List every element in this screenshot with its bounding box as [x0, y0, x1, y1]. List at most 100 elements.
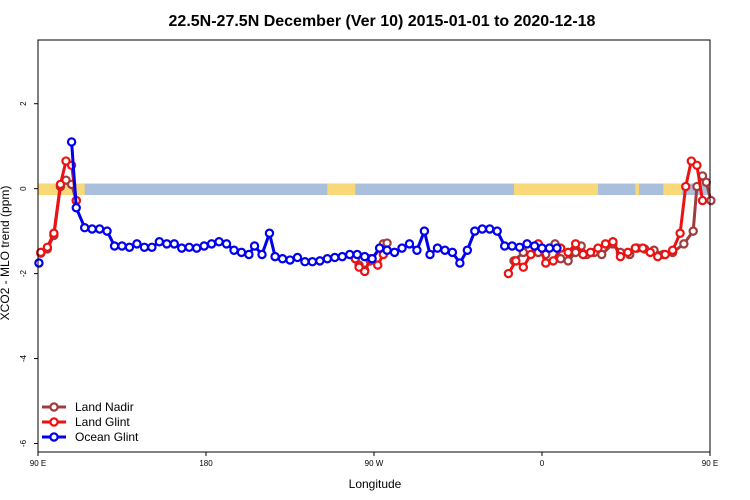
data-point — [477, 224, 487, 234]
data-point — [177, 243, 187, 253]
data-point — [277, 254, 288, 264]
data-point — [697, 195, 708, 206]
data-point — [615, 251, 626, 262]
data-point — [570, 239, 581, 249]
data-point — [36, 247, 46, 258]
data-point — [71, 203, 81, 213]
data-point — [518, 262, 529, 272]
data-point — [507, 241, 517, 251]
data-point — [541, 258, 551, 268]
x-tick-label: 180 — [199, 459, 213, 468]
land-segment — [514, 183, 598, 196]
data-point — [585, 247, 596, 258]
data-point — [206, 239, 217, 249]
x-tick-label: 90 E — [702, 459, 718, 468]
data-point — [492, 226, 502, 236]
data-point — [447, 247, 458, 258]
data-point — [529, 241, 540, 251]
data-point — [382, 238, 392, 248]
data-point — [548, 256, 558, 266]
x-axis-label: Longitude — [349, 477, 402, 491]
data-point — [322, 254, 333, 264]
data-point — [109, 241, 120, 251]
data-point — [503, 268, 514, 279]
series-layer — [34, 137, 716, 279]
data-point — [552, 243, 562, 253]
data-point — [563, 247, 573, 258]
data-point — [623, 247, 633, 258]
data-point — [257, 249, 267, 260]
data-point — [124, 242, 135, 252]
data-point — [117, 241, 127, 251]
land-ocean-band — [38, 183, 710, 196]
data-point — [653, 251, 663, 262]
legend-item: Land Glint — [42, 415, 130, 429]
data-point — [162, 239, 172, 249]
data-point — [397, 243, 407, 253]
data-point — [79, 223, 90, 233]
land-segment — [327, 183, 356, 196]
data-point — [667, 245, 678, 255]
data-point — [264, 228, 275, 238]
data-point — [244, 249, 254, 260]
data-point — [537, 243, 547, 253]
data-point — [660, 249, 670, 260]
data-point — [608, 237, 618, 247]
data-point — [42, 242, 53, 252]
y-tick-label: 0 — [19, 186, 28, 191]
data-point — [307, 257, 318, 267]
data-point — [419, 226, 430, 236]
y-axis-label: XCO2 - MLO trend (ppm) — [0, 186, 12, 321]
data-point — [544, 243, 555, 253]
data-point — [675, 228, 685, 238]
data-point — [102, 226, 112, 236]
data-point — [94, 224, 105, 234]
legend-swatch-marker — [49, 417, 59, 427]
data-point — [681, 181, 691, 192]
data-point — [87, 224, 97, 234]
data-point — [359, 266, 370, 277]
data-point — [425, 249, 435, 260]
ocean-band — [38, 183, 710, 196]
data-point — [154, 237, 165, 247]
data-point — [593, 243, 603, 253]
data-point — [352, 249, 362, 260]
y-tick-label: -6 — [19, 439, 28, 447]
legend-label: Land Nadir — [75, 400, 134, 414]
data-point — [563, 256, 573, 266]
data-point — [440, 245, 450, 255]
data-point — [679, 239, 689, 249]
data-point — [600, 239, 611, 249]
data-point — [485, 224, 495, 234]
data-point — [214, 237, 224, 247]
data-point — [147, 242, 157, 252]
axis-ticks: 90 E 180 90 W 0 90 E 2 0 -2 -4 -6 — [19, 101, 718, 468]
y-tick-label: -2 — [19, 270, 28, 278]
data-point — [184, 242, 194, 252]
data-point — [706, 195, 716, 206]
legend-item: Land Nadir — [42, 400, 134, 414]
data-point — [404, 239, 415, 249]
legend-item: Ocean Glint — [42, 430, 139, 444]
data-point — [221, 239, 232, 249]
data-point — [270, 251, 280, 262]
x-tick-label: 90 E — [30, 459, 46, 468]
data-point — [522, 239, 532, 249]
series-ocean-glint — [34, 137, 562, 268]
data-point — [337, 251, 347, 262]
data-point — [499, 241, 510, 251]
data-point — [330, 252, 340, 263]
data-point — [132, 239, 142, 249]
data-point — [373, 260, 383, 270]
data-point — [701, 177, 711, 187]
data-point — [49, 228, 59, 238]
data-point — [412, 245, 422, 255]
data-point — [229, 245, 239, 255]
legend-label: Ocean Glint — [75, 430, 139, 444]
data-point — [34, 258, 44, 268]
data-point — [555, 254, 566, 264]
data-point — [630, 243, 641, 253]
data-point — [285, 255, 295, 265]
data-point — [345, 249, 355, 260]
